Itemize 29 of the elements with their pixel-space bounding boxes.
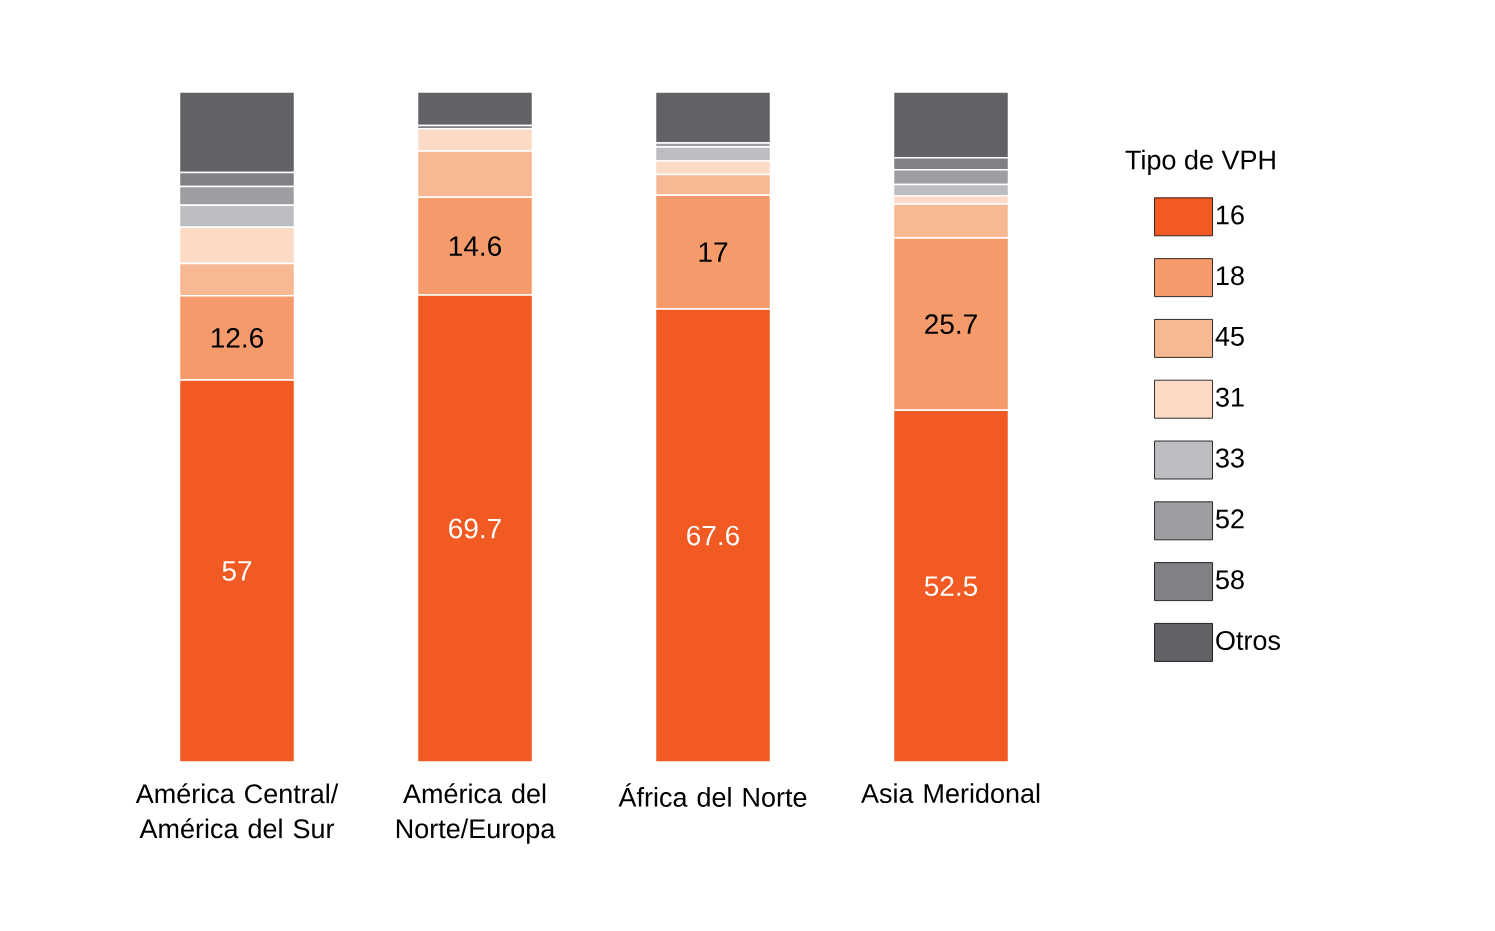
legend-label: 31 <box>1215 387 1244 407</box>
legend-label: Otros <box>1216 630 1280 651</box>
bar <box>892 91 1010 159</box>
legend-label: 33 <box>1215 448 1244 468</box>
x-tick-label: Asia Meridonal <box>861 783 1040 804</box>
data-label: 57 <box>222 561 252 581</box>
x-tick-label: América Central/ América del Sur <box>135 783 339 839</box>
legend-label: 18 <box>1216 266 1244 286</box>
bar <box>416 294 534 762</box>
data-label: 25.7 <box>925 314 977 335</box>
x-tick-label: América del Norte/Europa <box>396 783 556 844</box>
legend-label: 16 <box>1216 205 1244 225</box>
legend-label: 45 <box>1215 327 1244 346</box>
data-label: 52.5 <box>924 576 978 597</box>
data-label: 12.6 <box>211 327 264 348</box>
legend-title: Tipo de VPH <box>1125 149 1275 175</box>
bar <box>178 379 296 762</box>
data-label: 67.6 <box>687 525 740 546</box>
x-tick-label: África del Norte <box>618 783 807 807</box>
data-label: 69.7 <box>449 518 501 539</box>
legend-label: 52 <box>1216 509 1244 529</box>
data-label: 14.6 <box>449 236 502 256</box>
bar <box>654 91 772 144</box>
data-label: 17 <box>699 242 728 262</box>
bar <box>654 308 772 762</box>
bar <box>416 91 534 127</box>
bar <box>178 91 296 174</box>
bar <box>892 409 1010 762</box>
legend-label: 58 <box>1216 570 1244 590</box>
